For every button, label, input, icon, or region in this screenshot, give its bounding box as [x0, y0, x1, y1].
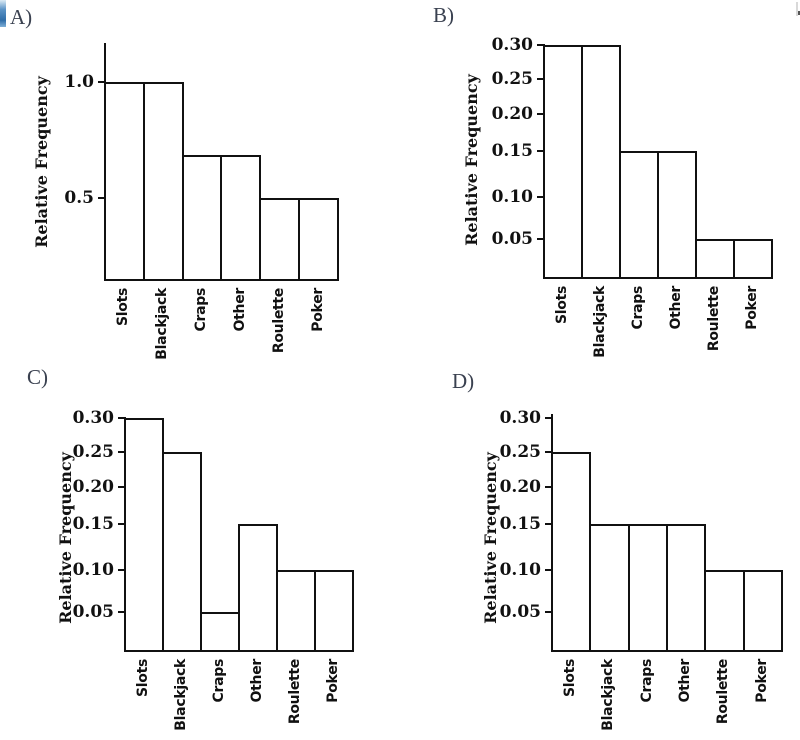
bar-roulette	[695, 239, 735, 277]
y-tick-label: 0.5	[64, 188, 94, 208]
bar-other	[238, 524, 278, 650]
panel-letter: A)	[10, 5, 33, 29]
y-tick-mark	[98, 81, 104, 83]
bar-other	[665, 524, 707, 650]
y-tick-mark	[537, 196, 543, 198]
panel-letter: C)	[27, 365, 48, 389]
y-tick-label: 0.05	[499, 602, 541, 622]
y-axis-line	[543, 44, 545, 279]
y-tick-mark	[545, 569, 551, 571]
bar-blackjack	[589, 524, 630, 650]
page-edge-artifact-top-right	[796, 2, 798, 16]
y-tick-mark	[545, 523, 551, 525]
x-category-label: Roulette	[715, 659, 732, 725]
x-category-label: Craps	[638, 659, 655, 703]
y-tick-mark	[537, 78, 543, 80]
y-tick-mark	[545, 486, 551, 488]
x-category-label: Poker	[753, 659, 770, 703]
y-tick-mark	[545, 417, 551, 419]
y-tick-label: 0.15	[499, 514, 541, 534]
y-tick-mark	[118, 523, 124, 525]
y-tick-label: 0.25	[499, 442, 541, 462]
y-tick-mark	[118, 611, 124, 613]
y-tick-mark	[545, 451, 551, 453]
bar-other	[220, 155, 262, 279]
page-edge-artifact-dot	[798, 11, 800, 15]
y-tick-mark	[537, 238, 543, 240]
y-axis-line	[124, 417, 126, 652]
y-tick-label: 1.0	[64, 72, 94, 92]
x-category-label: Slots	[562, 659, 579, 698]
y-axis-line	[551, 414, 553, 652]
y-tick-label: 0.05	[72, 602, 114, 622]
y-tick-mark	[537, 150, 543, 152]
bar-poker	[298, 198, 339, 279]
y-tick-label: 0.15	[491, 141, 533, 161]
y-tick-label: 0.30	[499, 408, 541, 428]
bar-other	[657, 151, 697, 277]
y-tick-mark	[118, 486, 124, 488]
y-tick-label: 0.10	[72, 560, 114, 580]
bar-roulette	[704, 570, 745, 650]
y-tick-label: 0.30	[72, 408, 114, 428]
x-axis-line	[551, 650, 783, 652]
y-tick-label: 0.10	[499, 560, 541, 580]
bar-slots	[551, 452, 592, 650]
y-axis-line	[104, 43, 106, 281]
panel-letter: D)	[452, 369, 475, 393]
y-tick-mark	[537, 44, 543, 46]
bar-poker	[314, 570, 354, 650]
x-axis-line	[124, 650, 354, 652]
y-tick-label: 0.15	[72, 514, 114, 534]
y-tick-mark	[118, 451, 124, 453]
y-tick-label: 0.05	[491, 229, 533, 249]
y-tick-label: 0.30	[491, 35, 533, 55]
y-tick-mark	[537, 113, 543, 115]
x-axis-line	[104, 279, 339, 281]
y-tick-mark	[98, 197, 104, 199]
bar-poker	[742, 570, 783, 650]
panel-letter: B)	[433, 3, 454, 27]
x-category-label: Blackjack	[600, 659, 617, 731]
x-category-label: Other	[677, 659, 694, 703]
y-tick-mark	[118, 569, 124, 571]
bar-blackjack	[162, 452, 202, 650]
bar-poker	[733, 239, 773, 277]
y-tick-label: 0.20	[72, 477, 114, 497]
y-tick-label: 0.20	[499, 477, 541, 497]
bar-craps	[627, 524, 668, 650]
x-axis-line	[543, 277, 773, 279]
y-tick-mark	[118, 417, 124, 419]
y-tick-label: 0.25	[491, 69, 533, 89]
y-tick-mark	[545, 611, 551, 613]
y-tick-label: 0.10	[491, 187, 533, 207]
y-tick-label: 0.25	[72, 442, 114, 462]
cropped-image-artifact-bottom-left	[0, 0, 6, 27]
y-tick-label: 0.20	[491, 104, 533, 124]
